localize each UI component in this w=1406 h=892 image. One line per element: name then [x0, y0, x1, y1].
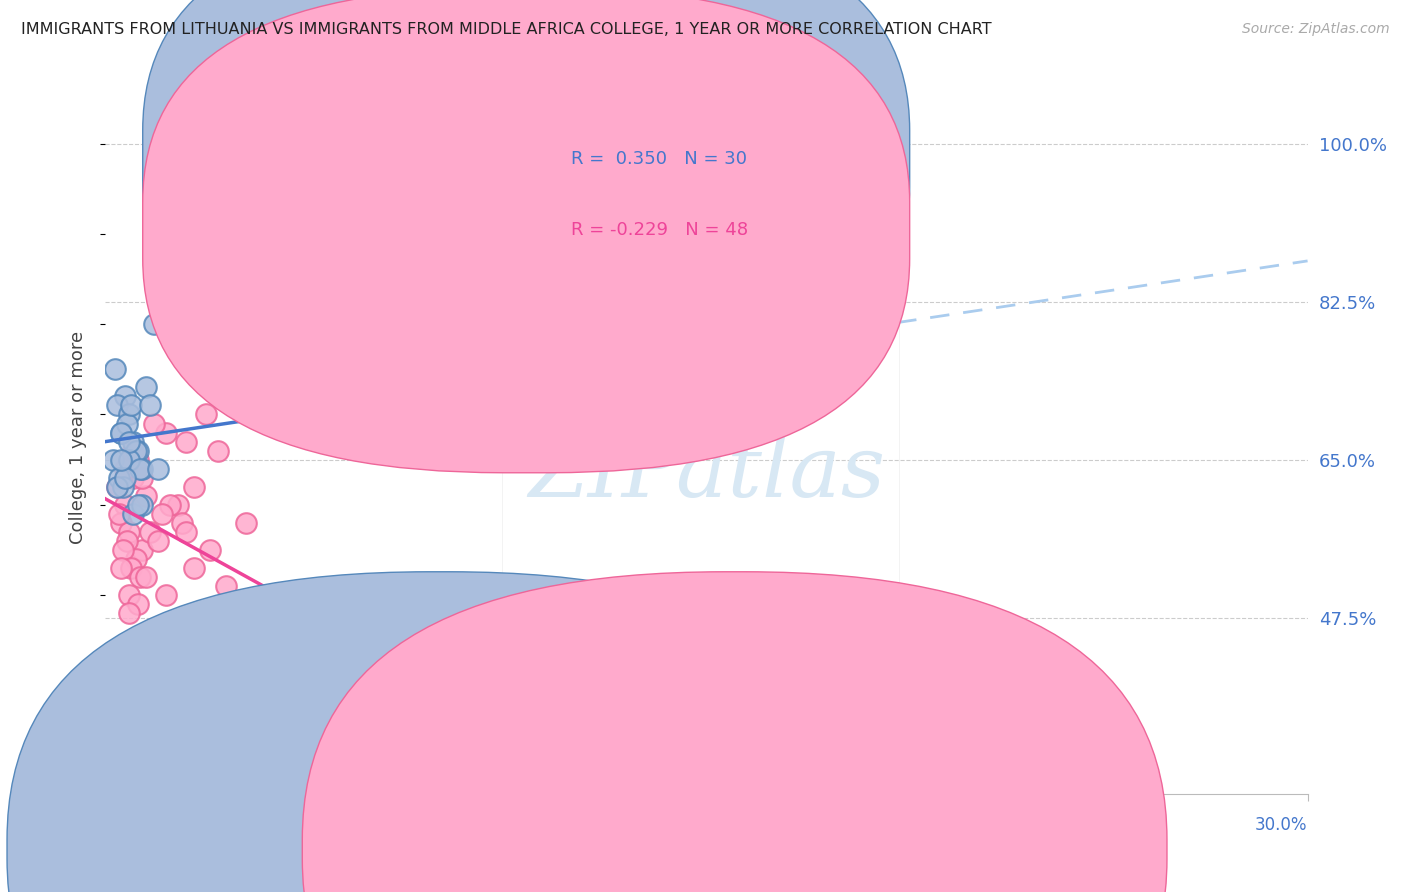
Point: [315, 660, 337, 674]
Point: [114, 498, 136, 512]
Point: [198, 543, 221, 558]
Point: [110, 561, 132, 575]
Point: [135, 380, 157, 394]
Point: [155, 588, 177, 602]
FancyBboxPatch shape: [143, 0, 910, 401]
Point: [118, 524, 141, 539]
Point: [118, 434, 141, 449]
Point: [155, 425, 177, 440]
Point: [103, 452, 125, 467]
FancyBboxPatch shape: [472, 112, 803, 259]
Point: [207, 443, 229, 458]
Point: [108, 507, 131, 521]
Point: [118, 452, 141, 467]
Point: [114, 471, 136, 485]
Point: [183, 561, 205, 575]
Point: [174, 524, 197, 539]
Point: [110, 452, 132, 467]
Point: [146, 461, 169, 475]
FancyBboxPatch shape: [143, 0, 910, 473]
Point: [107, 480, 129, 494]
Point: [135, 570, 157, 584]
Point: [138, 524, 160, 539]
Point: [110, 425, 132, 440]
Point: [128, 570, 150, 584]
Point: [131, 498, 153, 512]
Point: [150, 507, 173, 521]
Point: [170, 516, 193, 530]
Point: [155, 244, 177, 259]
Point: [112, 480, 135, 494]
Point: [122, 471, 145, 485]
Point: [194, 408, 217, 422]
Point: [127, 498, 149, 512]
Point: [131, 543, 153, 558]
Point: [104, 362, 127, 376]
Point: [495, 633, 517, 648]
Point: [138, 399, 160, 413]
Point: [166, 498, 188, 512]
Point: [121, 561, 143, 575]
Point: [354, 697, 377, 711]
Text: ZIPatlas: ZIPatlas: [527, 432, 886, 514]
Point: [114, 461, 136, 475]
Point: [110, 516, 132, 530]
Point: [274, 633, 297, 648]
Point: [235, 516, 257, 530]
Point: [515, 389, 537, 403]
Text: 30.0%: 30.0%: [1256, 816, 1308, 834]
Point: [214, 579, 236, 593]
Point: [118, 606, 141, 620]
Point: [127, 597, 149, 611]
Point: [142, 317, 165, 331]
Point: [127, 443, 149, 458]
Point: [112, 543, 135, 558]
Point: [121, 399, 143, 413]
Point: [128, 461, 150, 475]
Y-axis label: College, 1 year or more: College, 1 year or more: [69, 331, 87, 543]
Text: R =  0.350   N = 30: R = 0.350 N = 30: [571, 150, 747, 168]
Point: [174, 434, 197, 449]
Point: [131, 471, 153, 485]
Point: [118, 588, 141, 602]
Text: Immigrants from Middle Africa: Immigrants from Middle Africa: [756, 840, 1008, 858]
Point: [395, 714, 418, 729]
Text: Source: ZipAtlas.com: Source: ZipAtlas.com: [1241, 22, 1389, 37]
Point: [117, 417, 139, 431]
Text: Immigrants from Lithuania: Immigrants from Lithuania: [461, 840, 682, 858]
Point: [214, 597, 236, 611]
Point: [108, 471, 131, 485]
Text: 0.0%: 0.0%: [84, 816, 127, 834]
Point: [117, 533, 139, 548]
Point: [142, 417, 165, 431]
Point: [124, 443, 146, 458]
Point: [122, 507, 145, 521]
Point: [135, 489, 157, 503]
Point: [124, 552, 146, 566]
Point: [107, 480, 129, 494]
Text: IMMIGRANTS FROM LITHUANIA VS IMMIGRANTS FROM MIDDLE AFRICA COLLEGE, 1 YEAR OR MO: IMMIGRANTS FROM LITHUANIA VS IMMIGRANTS …: [21, 22, 991, 37]
Point: [107, 399, 129, 413]
Point: [118, 408, 141, 422]
Point: [114, 389, 136, 403]
Point: [122, 434, 145, 449]
Text: R = -0.229   N = 48: R = -0.229 N = 48: [571, 221, 748, 239]
Point: [110, 425, 132, 440]
Point: [434, 723, 457, 738]
Point: [127, 452, 149, 467]
Point: [287, 642, 309, 657]
Point: [183, 480, 205, 494]
Point: [146, 533, 169, 548]
Point: [131, 461, 153, 475]
Point: [159, 498, 181, 512]
Point: [122, 443, 145, 458]
